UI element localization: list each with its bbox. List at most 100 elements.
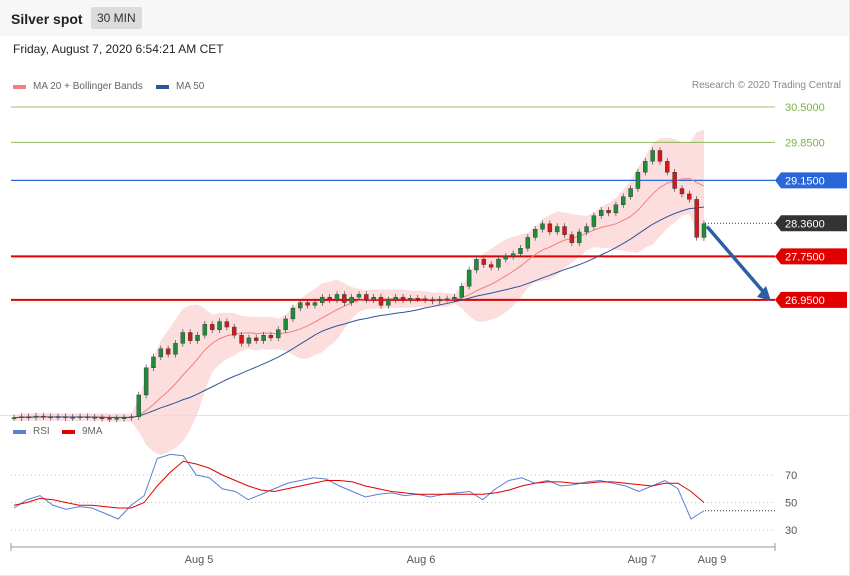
candle-body-92 <box>687 193 692 200</box>
candle-body-61 <box>459 286 464 298</box>
candle-body-72 <box>540 223 545 230</box>
candle-body-77 <box>576 231 582 244</box>
candle-body-73 <box>547 223 553 233</box>
candle-body-79 <box>591 215 597 227</box>
candle-body-51 <box>386 299 391 306</box>
legend-ma20-label: MA 20 + Bollinger Bands <box>33 81 143 92</box>
candle-body-94 <box>701 223 707 238</box>
candle-body-53 <box>400 296 406 301</box>
candle-body-0 <box>11 417 17 419</box>
candle-body-75 <box>562 226 567 235</box>
candle-body-32 <box>246 337 252 344</box>
candle-body-42 <box>320 296 325 303</box>
candle-body-16 <box>129 416 134 418</box>
rsi-swatch <box>13 429 26 434</box>
timeframe-button[interactable]: 30 MIN <box>91 7 142 29</box>
x-tick-label-3: Aug 9 <box>698 554 727 566</box>
candle-body-30 <box>231 326 237 336</box>
candle-body-19 <box>151 356 156 368</box>
x-tick-label-1: Aug 6 <box>407 554 436 566</box>
candle-body-89 <box>665 161 670 173</box>
candle-body-62 <box>466 269 472 287</box>
candle-body-8 <box>70 417 75 419</box>
legend-rsi: RSI <box>13 426 50 437</box>
candle-body-17 <box>136 394 142 417</box>
candle-body-93 <box>694 199 699 238</box>
legend-9ma: 9MA <box>62 426 103 437</box>
candle-body-31 <box>239 335 244 344</box>
candle-body-41 <box>312 302 318 306</box>
candle-body-60 <box>452 296 457 299</box>
candle-body-11 <box>92 417 97 419</box>
candle-body-3 <box>33 415 39 418</box>
header-bar: Silver spot 30 MIN <box>0 0 850 36</box>
candle-body-76 <box>569 234 575 244</box>
legend-ma20: MA 20 + Bollinger Bands <box>13 81 143 92</box>
candle-body-27 <box>209 324 215 330</box>
forecast-arrow-shaft <box>705 225 768 297</box>
panel-divider <box>0 415 850 416</box>
candle-body-54 <box>408 298 413 301</box>
instrument-title: Silver spot <box>11 11 83 27</box>
candle-body-80 <box>599 210 604 216</box>
candle-body-36 <box>276 329 281 339</box>
candle-body-23 <box>180 332 186 344</box>
candle-body-10 <box>85 416 90 418</box>
candle-body-64 <box>481 258 487 265</box>
candle-body-71 <box>532 229 538 238</box>
candle-body-78 <box>584 226 589 233</box>
candle-body-40 <box>305 302 310 306</box>
candle-body-35 <box>268 335 274 339</box>
candle-body-9 <box>77 416 83 418</box>
candle-body-82 <box>613 204 619 214</box>
candle-body-25 <box>195 335 200 341</box>
level-label-3: 28.3600 <box>785 218 825 230</box>
candle-body-65 <box>488 264 494 268</box>
candle-body-21 <box>165 348 171 355</box>
candle-body-69 <box>518 248 523 254</box>
candle-body-4 <box>41 415 46 418</box>
candle-body-26 <box>202 324 208 336</box>
candle-body-55 <box>415 298 420 300</box>
candle-body-85 <box>635 171 641 189</box>
legend-ma50: MA 50 <box>156 81 204 92</box>
candle-body-70 <box>525 237 531 249</box>
level-tag-5 <box>775 291 847 308</box>
candle-body-33 <box>254 337 259 341</box>
candle-body-46 <box>349 296 354 303</box>
candle-body-7 <box>63 416 68 418</box>
candle-body-29 <box>224 321 230 328</box>
candle-body-47 <box>356 294 362 298</box>
candle-body-87 <box>650 150 655 162</box>
candle-body-57 <box>430 299 435 302</box>
candle-body-74 <box>554 226 560 233</box>
candle-body-39 <box>298 302 303 309</box>
candle-body-18 <box>143 367 149 396</box>
timestamp: Friday, August 7, 2020 6:54:21 AM CET <box>13 42 224 56</box>
level-label-4: 27.7500 <box>785 251 825 263</box>
level-tag-2 <box>775 172 847 189</box>
candle-body-45 <box>342 294 347 303</box>
ma50-line <box>13 206 705 419</box>
candle-body-1 <box>19 416 24 418</box>
candle-body-91 <box>679 188 685 195</box>
candle-body-66 <box>496 258 501 268</box>
candle-body-22 <box>173 343 178 355</box>
candle-body-38 <box>290 307 296 320</box>
level-tag-4 <box>775 248 847 265</box>
candle-body-2 <box>26 416 31 418</box>
credit-text: Research © 2020 Trading Central <box>691 80 841 91</box>
ma50-swatch <box>156 84 169 89</box>
level-label-2: 29.1500 <box>785 175 825 187</box>
candle-body-56 <box>422 298 428 301</box>
candle-body-67 <box>503 256 509 260</box>
candle-body-68 <box>510 253 516 257</box>
rsi-ma-line <box>13 460 705 509</box>
candle-body-81 <box>606 210 611 214</box>
candle-body-12 <box>99 417 105 419</box>
level-label-5: 26.9500 <box>785 295 825 307</box>
candle-body-37 <box>283 318 288 330</box>
x-tick-label-2: Aug 7 <box>628 554 657 566</box>
rsi-tick-label-1: 50 <box>785 498 797 510</box>
